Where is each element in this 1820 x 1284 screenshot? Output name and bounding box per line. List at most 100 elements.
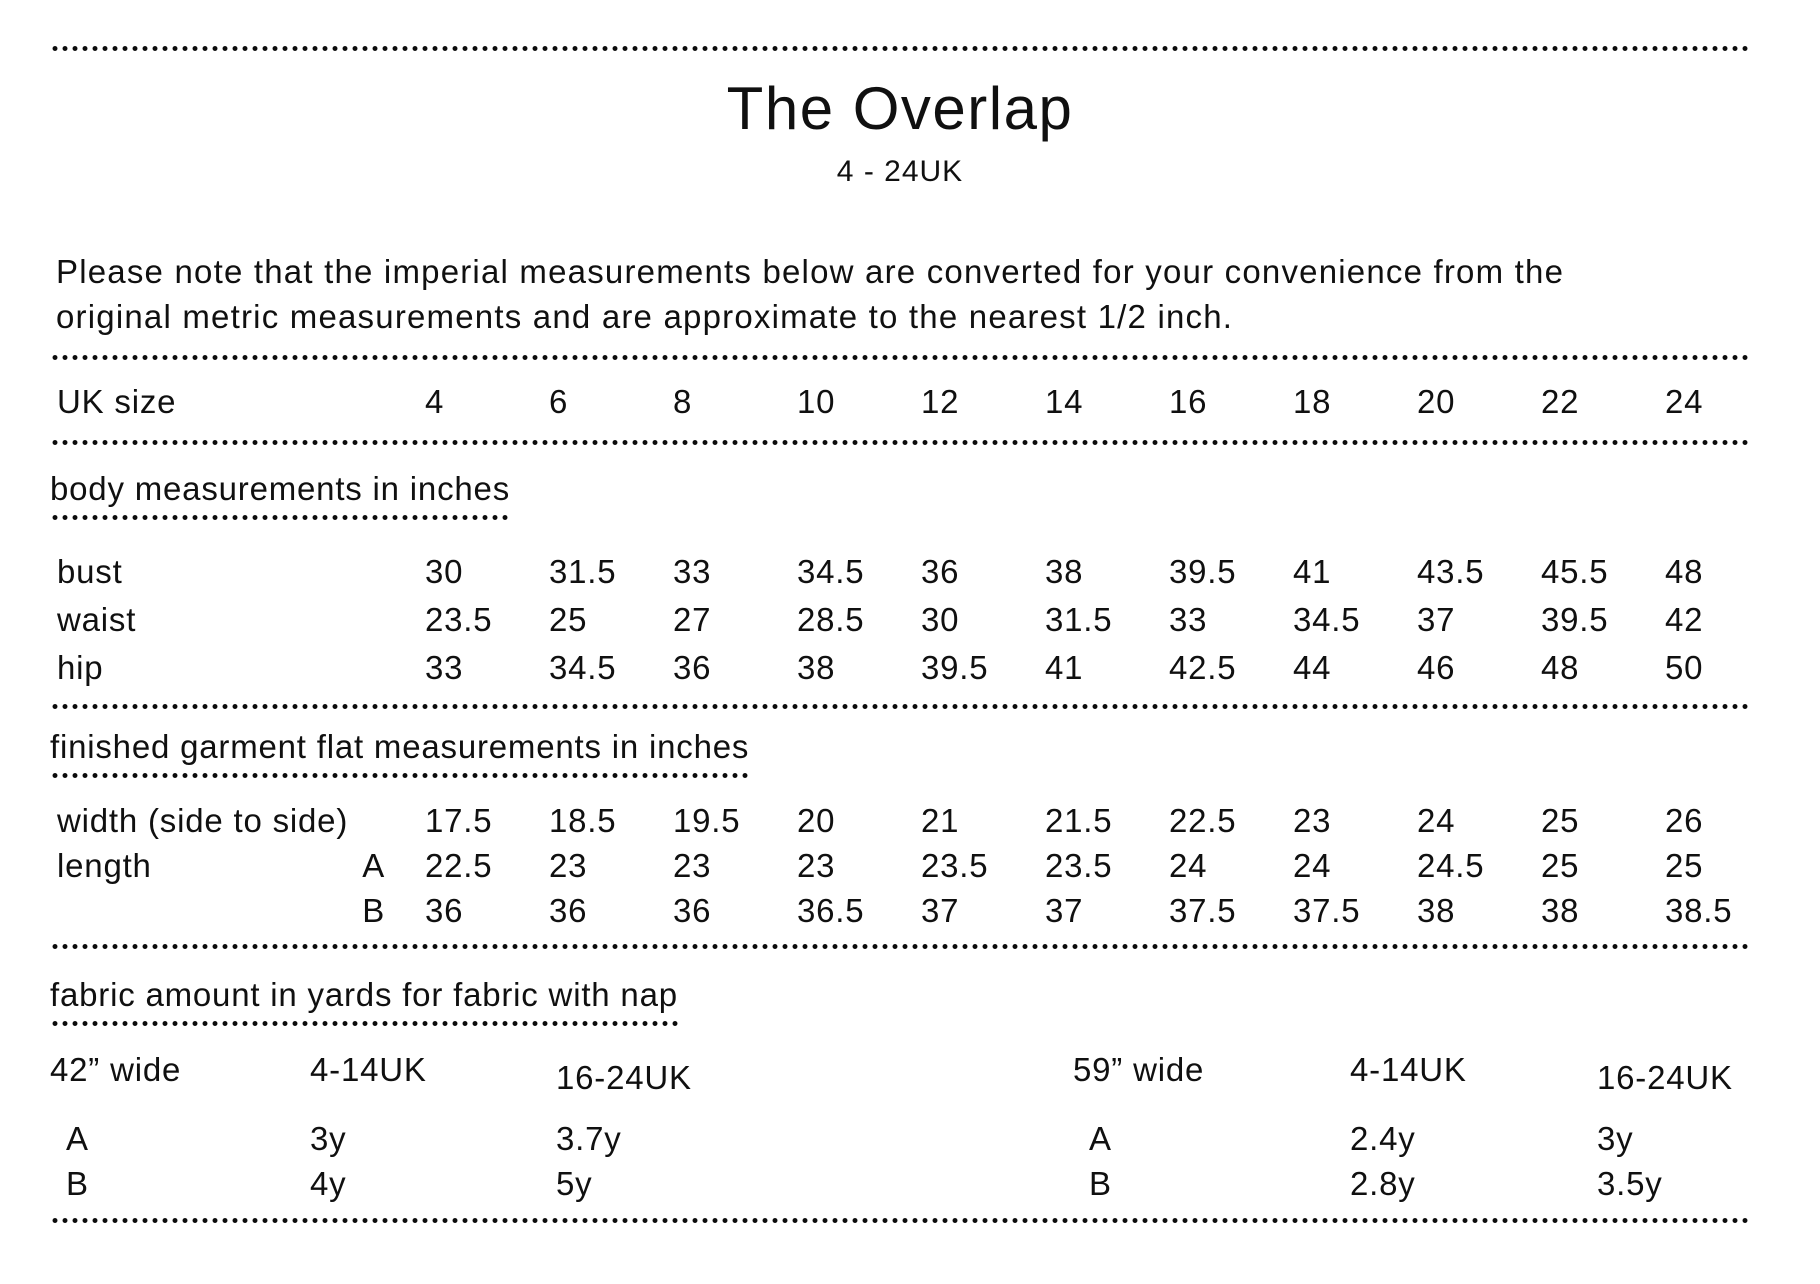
value-cell: 42: [1665, 601, 1704, 638]
value-cell: 31.5: [1045, 601, 1113, 638]
value-cell: 24.5: [1417, 846, 1485, 884]
fabric-width-label: 59” wide: [1073, 1051, 1205, 1088]
page-title: The Overlap: [726, 75, 1074, 142]
dotted-divider: [50, 944, 1750, 949]
size-header-table: UK size 4 6 8 10 12 14 16 18 20 22 24: [50, 378, 1750, 426]
value-cell: 39.5: [921, 649, 989, 686]
heading-underline: [50, 515, 510, 520]
value-cell: 34.5: [549, 649, 617, 686]
row-label: waist: [57, 601, 137, 638]
value-cell: 25: [1541, 846, 1580, 884]
row-label: width (side to side): [57, 801, 349, 839]
size-value: 16: [1169, 383, 1208, 420]
value-cell: 23: [673, 846, 712, 884]
value-cell: 21: [921, 801, 960, 839]
value-cell: 33: [673, 553, 712, 590]
fabric-width-label: 42” wide: [50, 1051, 182, 1088]
value-cell: 38: [1045, 553, 1084, 590]
measurement-row-length-b: B 36 36 36 36.5 37 37 37.5 37.5 38 38 38.5: [50, 888, 1750, 933]
measurement-row-waist: waist 23.5 25 27 28.5 30 31.5 33 34.5 37 39.5 42: [50, 596, 1750, 644]
value-cell: 36: [425, 891, 464, 929]
conversion-note: Please note that the imperial measuremen…: [50, 249, 1750, 339]
fabric-header-row: 42” wide 4-14UK 16-24UK 59” wide 4-14UK …: [50, 1048, 1750, 1096]
size-value: 8: [673, 383, 693, 420]
fabric-view-label: B: [1089, 1165, 1112, 1202]
measurement-row-bust: bust 30 31.5 33 34.5 36 38 39.5 41 43.5 45.5 48: [50, 548, 1750, 596]
value-cell: 48: [1541, 649, 1580, 686]
value-cell: 36: [921, 553, 960, 590]
value-cell: 50: [1665, 649, 1704, 686]
value-cell: 21.5: [1045, 801, 1113, 839]
fabric-yardage-value: 3y: [310, 1120, 347, 1157]
value-cell: 39.5: [1541, 601, 1609, 638]
value-cell: 39.5: [1169, 553, 1237, 590]
fabric-view-label: B: [66, 1165, 89, 1202]
measurement-row-width: width (side to side) 17.5 18.5 19.5 20 21 21.…: [50, 798, 1750, 843]
body-measurements-table: bust 30 31.5 33 34.5 36 38 39.5 41 43.5 45.5 48 wa…: [50, 548, 1750, 692]
measurement-row-hip: hip 33 34.5 36 38 39.5 41 42.5 44 46 48 50: [50, 644, 1750, 692]
size-chart-page: The Overlap 4 - 24UK Please note that th…: [0, 46, 1820, 1223]
value-cell: 45.5: [1541, 553, 1609, 590]
size-value: 6: [549, 383, 569, 420]
value-cell: 23: [549, 846, 588, 884]
dotted-divider: [50, 704, 1750, 709]
row-label: length: [57, 846, 152, 884]
section-heading-finished-garment: finished garment flat measurements in in…: [50, 727, 819, 778]
conversion-note-line: Please note that the imperial measuremen…: [56, 253, 1565, 290]
value-cell: 23.5: [425, 601, 493, 638]
value-cell: 24: [1293, 846, 1332, 884]
size-row-label: UK size: [57, 383, 177, 420]
size-value: 14: [1045, 383, 1084, 420]
fabric-view-label: A: [1089, 1120, 1112, 1157]
fabric-yardage-value: 4y: [310, 1165, 347, 1202]
dotted-divider-bottom: [50, 1218, 1750, 1223]
finished-garment-table: width (side to side) 17.5 18.5 19.5 20 21 21.…: [50, 798, 1750, 933]
value-cell: 18.5: [549, 801, 617, 839]
value-cell: 37: [1045, 891, 1084, 929]
value-cell: 37: [921, 891, 960, 929]
value-cell: 43.5: [1417, 553, 1485, 590]
measurement-row-length-a: length A 22.5 23 23 23 23.5 23.5 24 24 24.5 25 25: [50, 843, 1750, 888]
fabric-yardage-value: 5y: [556, 1165, 593, 1202]
dotted-divider: [50, 440, 1750, 445]
fabric-size-range-header: 4-14UK: [310, 1051, 427, 1088]
value-cell: 20: [797, 801, 836, 839]
value-cell: 36: [673, 649, 712, 686]
value-cell: 44: [1293, 649, 1332, 686]
fabric-size-range-header: 4-14UK: [1350, 1051, 1467, 1088]
value-cell: 37: [1417, 601, 1456, 638]
value-cell: 38: [1541, 891, 1580, 929]
fabric-size-range-header: 16-24UK: [556, 1059, 692, 1096]
value-cell: 38: [1417, 891, 1456, 929]
value-cell: 34.5: [797, 553, 865, 590]
size-value: 4: [425, 383, 445, 420]
value-cell: 26: [1665, 801, 1704, 839]
value-cell: 25: [549, 601, 588, 638]
value-cell: 31.5: [549, 553, 617, 590]
page-subtitle: 4 - 24UK: [836, 155, 964, 188]
value-cell: 41: [1293, 553, 1332, 590]
size-value: 20: [1417, 383, 1456, 420]
value-cell: 17.5: [425, 801, 493, 839]
row-sub-label: B: [362, 891, 385, 929]
heading-underline: [50, 1021, 678, 1026]
size-value: 18: [1293, 383, 1332, 420]
value-cell: 33: [1169, 601, 1208, 638]
value-cell: 36: [673, 891, 712, 929]
fabric-yardage-value: 3.5y: [1597, 1165, 1663, 1202]
value-cell: 25: [1541, 801, 1580, 839]
row-sub-label: A: [362, 846, 385, 884]
fabric-yardage-value: 3.7y: [556, 1120, 622, 1157]
value-cell: 41: [1045, 649, 1084, 686]
value-cell: 36.5: [797, 891, 865, 929]
value-cell: 23: [797, 846, 836, 884]
section-heading-fabric-amount: fabric amount in yards for fabric with n…: [50, 975, 682, 1026]
value-cell: 48: [1665, 553, 1704, 590]
value-cell: 36: [549, 891, 588, 929]
value-cell: 33: [425, 649, 464, 686]
value-cell: 37.5: [1293, 891, 1361, 929]
value-cell: 23: [1293, 801, 1332, 839]
value-cell: 42.5: [1169, 649, 1237, 686]
value-cell: 22.5: [425, 846, 493, 884]
row-label: bust: [57, 553, 123, 590]
